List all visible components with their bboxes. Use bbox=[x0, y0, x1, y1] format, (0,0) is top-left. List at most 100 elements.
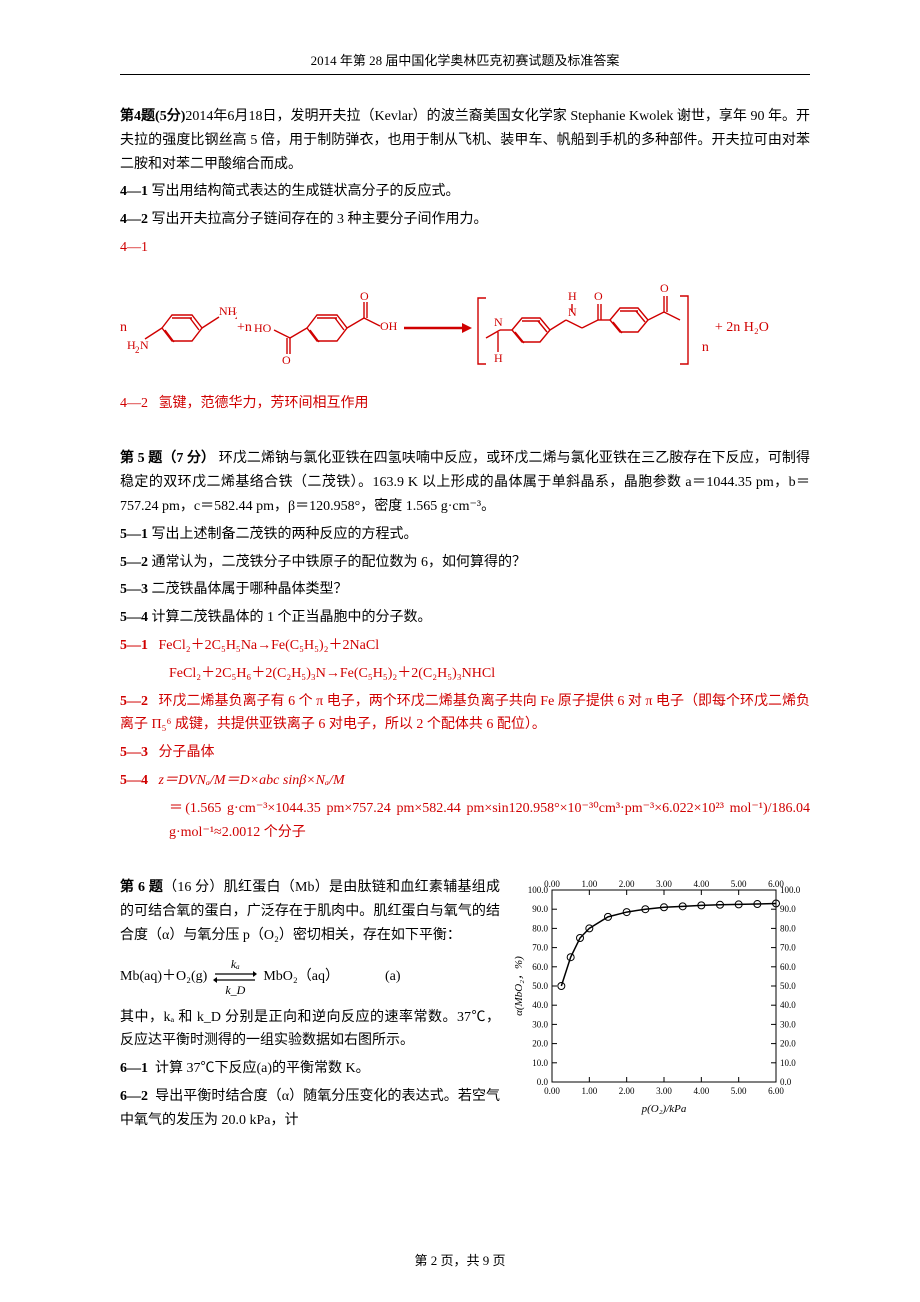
page-header: 2014 年第 28 届中国化学奥林匹克初赛试题及标准答案 bbox=[120, 50, 810, 75]
q5-label: 第 5 题（7 分） bbox=[120, 451, 215, 466]
svg-text:OH: OH bbox=[380, 319, 398, 333]
eq-left: Mb(aq)＋O₂(g) bbox=[120, 965, 207, 989]
eq-arrow-icon: kₐ k_D bbox=[213, 958, 257, 996]
diamine-structure-icon: NH 2 H 2 N bbox=[127, 293, 237, 363]
svg-text:50.0: 50.0 bbox=[532, 981, 548, 991]
q5-3-label: 5—3 bbox=[120, 582, 148, 597]
svg-text:2: 2 bbox=[135, 345, 140, 355]
q5-2-text: 通常认为，二茂铁分子中铁原子的配位数为 6，如何算得的？ bbox=[152, 555, 527, 570]
q5-a2-text: 环戊二烯基负离子有 6 个 π 电子，两个环戊二烯基负离子共向 Fe 原子提供 … bbox=[120, 694, 810, 733]
svg-text:3.00: 3.00 bbox=[656, 879, 672, 889]
q6-points: （16 分） bbox=[163, 880, 224, 895]
svg-text:40.0: 40.0 bbox=[532, 1000, 548, 1010]
svg-text:H: H bbox=[494, 351, 503, 365]
q6-1-label: 6—1 bbox=[120, 1061, 148, 1076]
q6-1-text: 计算 37℃下反应(a)的平衡常数 K。 bbox=[155, 1061, 370, 1076]
q4-a1-label: 4—1 bbox=[120, 236, 810, 260]
q6-1: 6—1 计算 37℃下反应(a)的平衡常数 K。 bbox=[120, 1057, 500, 1081]
svg-text:O: O bbox=[282, 353, 291, 367]
q6-2: 6—2 导出平衡时结合度（α）随氧分压变化的表达式。若空气中氧气的发压为 20.… bbox=[120, 1085, 500, 1133]
svg-text:p(O₂)/kPa: p(O₂)/kPa bbox=[641, 1103, 687, 1115]
svg-text:0.00: 0.00 bbox=[544, 1086, 560, 1096]
eq-label: (a) bbox=[385, 965, 401, 989]
q5-body: 环戊二烯钠与氯化亚铁在四氢呋喃中反应，或环戊二烯与氯化亚铁在三乙胺存在下反应，可… bbox=[120, 451, 810, 514]
q5-4-label: 5—4 bbox=[120, 610, 148, 625]
svg-text:0.0: 0.0 bbox=[780, 1077, 792, 1087]
svg-text:100.0: 100.0 bbox=[780, 885, 801, 895]
svg-text:4.00: 4.00 bbox=[693, 879, 709, 889]
q4-1-text: 写出用结构简式表达的生成链状高分子的反应式。 bbox=[152, 184, 460, 199]
q5-4: 5—4 计算二茂铁晶体的 1 个正当晶胞中的分子数。 bbox=[120, 606, 810, 630]
svg-text:HO: HO bbox=[254, 321, 272, 335]
reaction-arrow-icon bbox=[402, 318, 472, 338]
svg-text:N: N bbox=[494, 315, 503, 329]
svg-text:6.00: 6.00 bbox=[768, 1086, 784, 1096]
q6-label: 第 6 题 bbox=[120, 880, 163, 895]
eq-kD: k_D bbox=[225, 984, 245, 996]
svg-text:90.0: 90.0 bbox=[532, 904, 548, 914]
svg-text:40.0: 40.0 bbox=[780, 1000, 796, 1010]
svg-text:H: H bbox=[568, 289, 577, 303]
coef-n-1: n bbox=[120, 316, 127, 340]
q5-a1-eq1: FeCl₂＋2C₅H₅Na→Fe(C₅H₅)₂＋2NaCl bbox=[159, 638, 380, 653]
q5-a4: 5—4 z＝DVNₐ/M＝D×abc sinβ×Nₐ/M bbox=[120, 769, 810, 793]
q5-a1-label: 5—1 bbox=[120, 638, 148, 653]
q5-a1-eq2: FeCl₂＋2C₅H₆＋2(C₂H₅)₃N→Fe(C₅H₅)₂＋2(C₂H₅)₃… bbox=[120, 662, 810, 686]
q5-a2-label: 5—2 bbox=[120, 694, 148, 709]
svg-text:1.00: 1.00 bbox=[581, 1086, 597, 1096]
diacid-structure-icon: O OH O HO bbox=[252, 288, 402, 368]
q5-a4-label: 5—4 bbox=[120, 773, 148, 788]
svg-text:10.0: 10.0 bbox=[780, 1058, 796, 1068]
svg-text:0.0: 0.0 bbox=[537, 1077, 549, 1087]
q5-a4-line1: z＝DVNₐ/M＝D×abc sinβ×Nₐ/M bbox=[159, 773, 345, 788]
svg-text:90.0: 90.0 bbox=[780, 904, 796, 914]
svg-text:3.00: 3.00 bbox=[656, 1086, 672, 1096]
q5-a3-label: 5—3 bbox=[120, 745, 148, 760]
q4-1-label: 4—1 bbox=[120, 184, 148, 199]
svg-text:80.0: 80.0 bbox=[780, 924, 796, 934]
q4-stem: 第4题(5分)2014年6月18日，发明开夫拉（Kevlar）的波兰裔美国女化学… bbox=[120, 105, 810, 176]
q5-3: 5—3 二茂铁晶体属于哪种晶体类型？ bbox=[120, 578, 810, 602]
svg-text:O: O bbox=[360, 289, 369, 303]
q5-4-text: 计算二茂铁晶体的 1 个正当晶胞中的分子数。 bbox=[152, 610, 432, 625]
svg-text:5.00: 5.00 bbox=[731, 1086, 747, 1096]
rxn-tail: + 2n H₂O bbox=[715, 316, 769, 340]
q4-a2-text: 氢键，范德华力，芳环间相互作用 bbox=[159, 396, 369, 411]
svg-text:1.00: 1.00 bbox=[581, 879, 597, 889]
eq-right: MbO₂（aq） bbox=[263, 965, 339, 989]
svg-text:O: O bbox=[594, 289, 603, 303]
q4-2-text: 写出开夫拉高分子链间存在的 3 种主要分子间作用力。 bbox=[152, 212, 488, 227]
q6-equation: Mb(aq)＋O₂(g) kₐ k_D MbO₂（aq） (a) bbox=[120, 958, 500, 996]
q5-stem: 第 5 题（7 分） 环戊二烯钠与氯化亚铁在四氢呋喃中反应，或环戊二烯与氯化亚铁… bbox=[120, 447, 810, 518]
polymer-structure-icon: N H N H O O bbox=[472, 278, 702, 378]
svg-text:N: N bbox=[140, 338, 149, 352]
q5-a3: 5—3 分子晶体 bbox=[120, 741, 810, 765]
svg-text:30.0: 30.0 bbox=[532, 1020, 548, 1030]
eq-kA: kₐ bbox=[231, 958, 240, 970]
svg-text:2.00: 2.00 bbox=[619, 879, 635, 889]
svg-text:60.0: 60.0 bbox=[780, 962, 796, 972]
svg-text:60.0: 60.0 bbox=[532, 962, 548, 972]
q6-stem: 第 6 题（16 分）肌红蛋白（Mb）是由肽链和血红素辅基组成的可结合氧的蛋白，… bbox=[120, 876, 500, 947]
q5-2-label: 5—2 bbox=[120, 555, 148, 570]
svg-text:50.0: 50.0 bbox=[780, 981, 796, 991]
q4-2: 4—2 写出开夫拉高分子链间存在的 3 种主要分子间作用力。 bbox=[120, 208, 810, 232]
svg-text:α(MbO₂，%): α(MbO₂，%) bbox=[513, 956, 525, 1016]
q4-label: 第4题(5分) bbox=[120, 109, 185, 124]
q5-a4-line2: ＝(1.565 g·cm⁻³×1044.35 pm×757.24 pm×582.… bbox=[120, 797, 810, 845]
q5-1: 5—1 写出上述制备二茂铁的两种反应的方程式。 bbox=[120, 523, 810, 547]
q5-a3-text: 分子晶体 bbox=[159, 745, 215, 760]
q6-2-text: 导出平衡时结合度（α）随氧分压变化的表达式。若空气中氧气的发压为 20.0 kP… bbox=[120, 1089, 500, 1128]
svg-text:70.0: 70.0 bbox=[780, 943, 796, 953]
svg-text:4.00: 4.00 bbox=[693, 1086, 709, 1096]
svg-text:20.0: 20.0 bbox=[780, 1039, 796, 1049]
q6-2-label: 6—2 bbox=[120, 1089, 148, 1104]
q4-body: 2014年6月18日，发明开夫拉（Kevlar）的波兰裔美国女化学家 Steph… bbox=[120, 109, 810, 172]
q5-a1: 5—1 FeCl₂＋2C₅H₅Na→Fe(C₅H₅)₂＋2NaCl bbox=[120, 634, 810, 658]
svg-text:70.0: 70.0 bbox=[532, 943, 548, 953]
svg-text:5.00: 5.00 bbox=[731, 879, 747, 889]
svg-text:30.0: 30.0 bbox=[780, 1020, 796, 1030]
q5-a2: 5—2 环戊二烯基负离子有 6 个 π 电子，两个环戊二烯基负离子共向 Fe 原… bbox=[120, 690, 810, 738]
q5-3-text: 二茂铁晶体属于哪种晶体类型？ bbox=[152, 582, 348, 597]
svg-text:100.0: 100.0 bbox=[528, 885, 549, 895]
